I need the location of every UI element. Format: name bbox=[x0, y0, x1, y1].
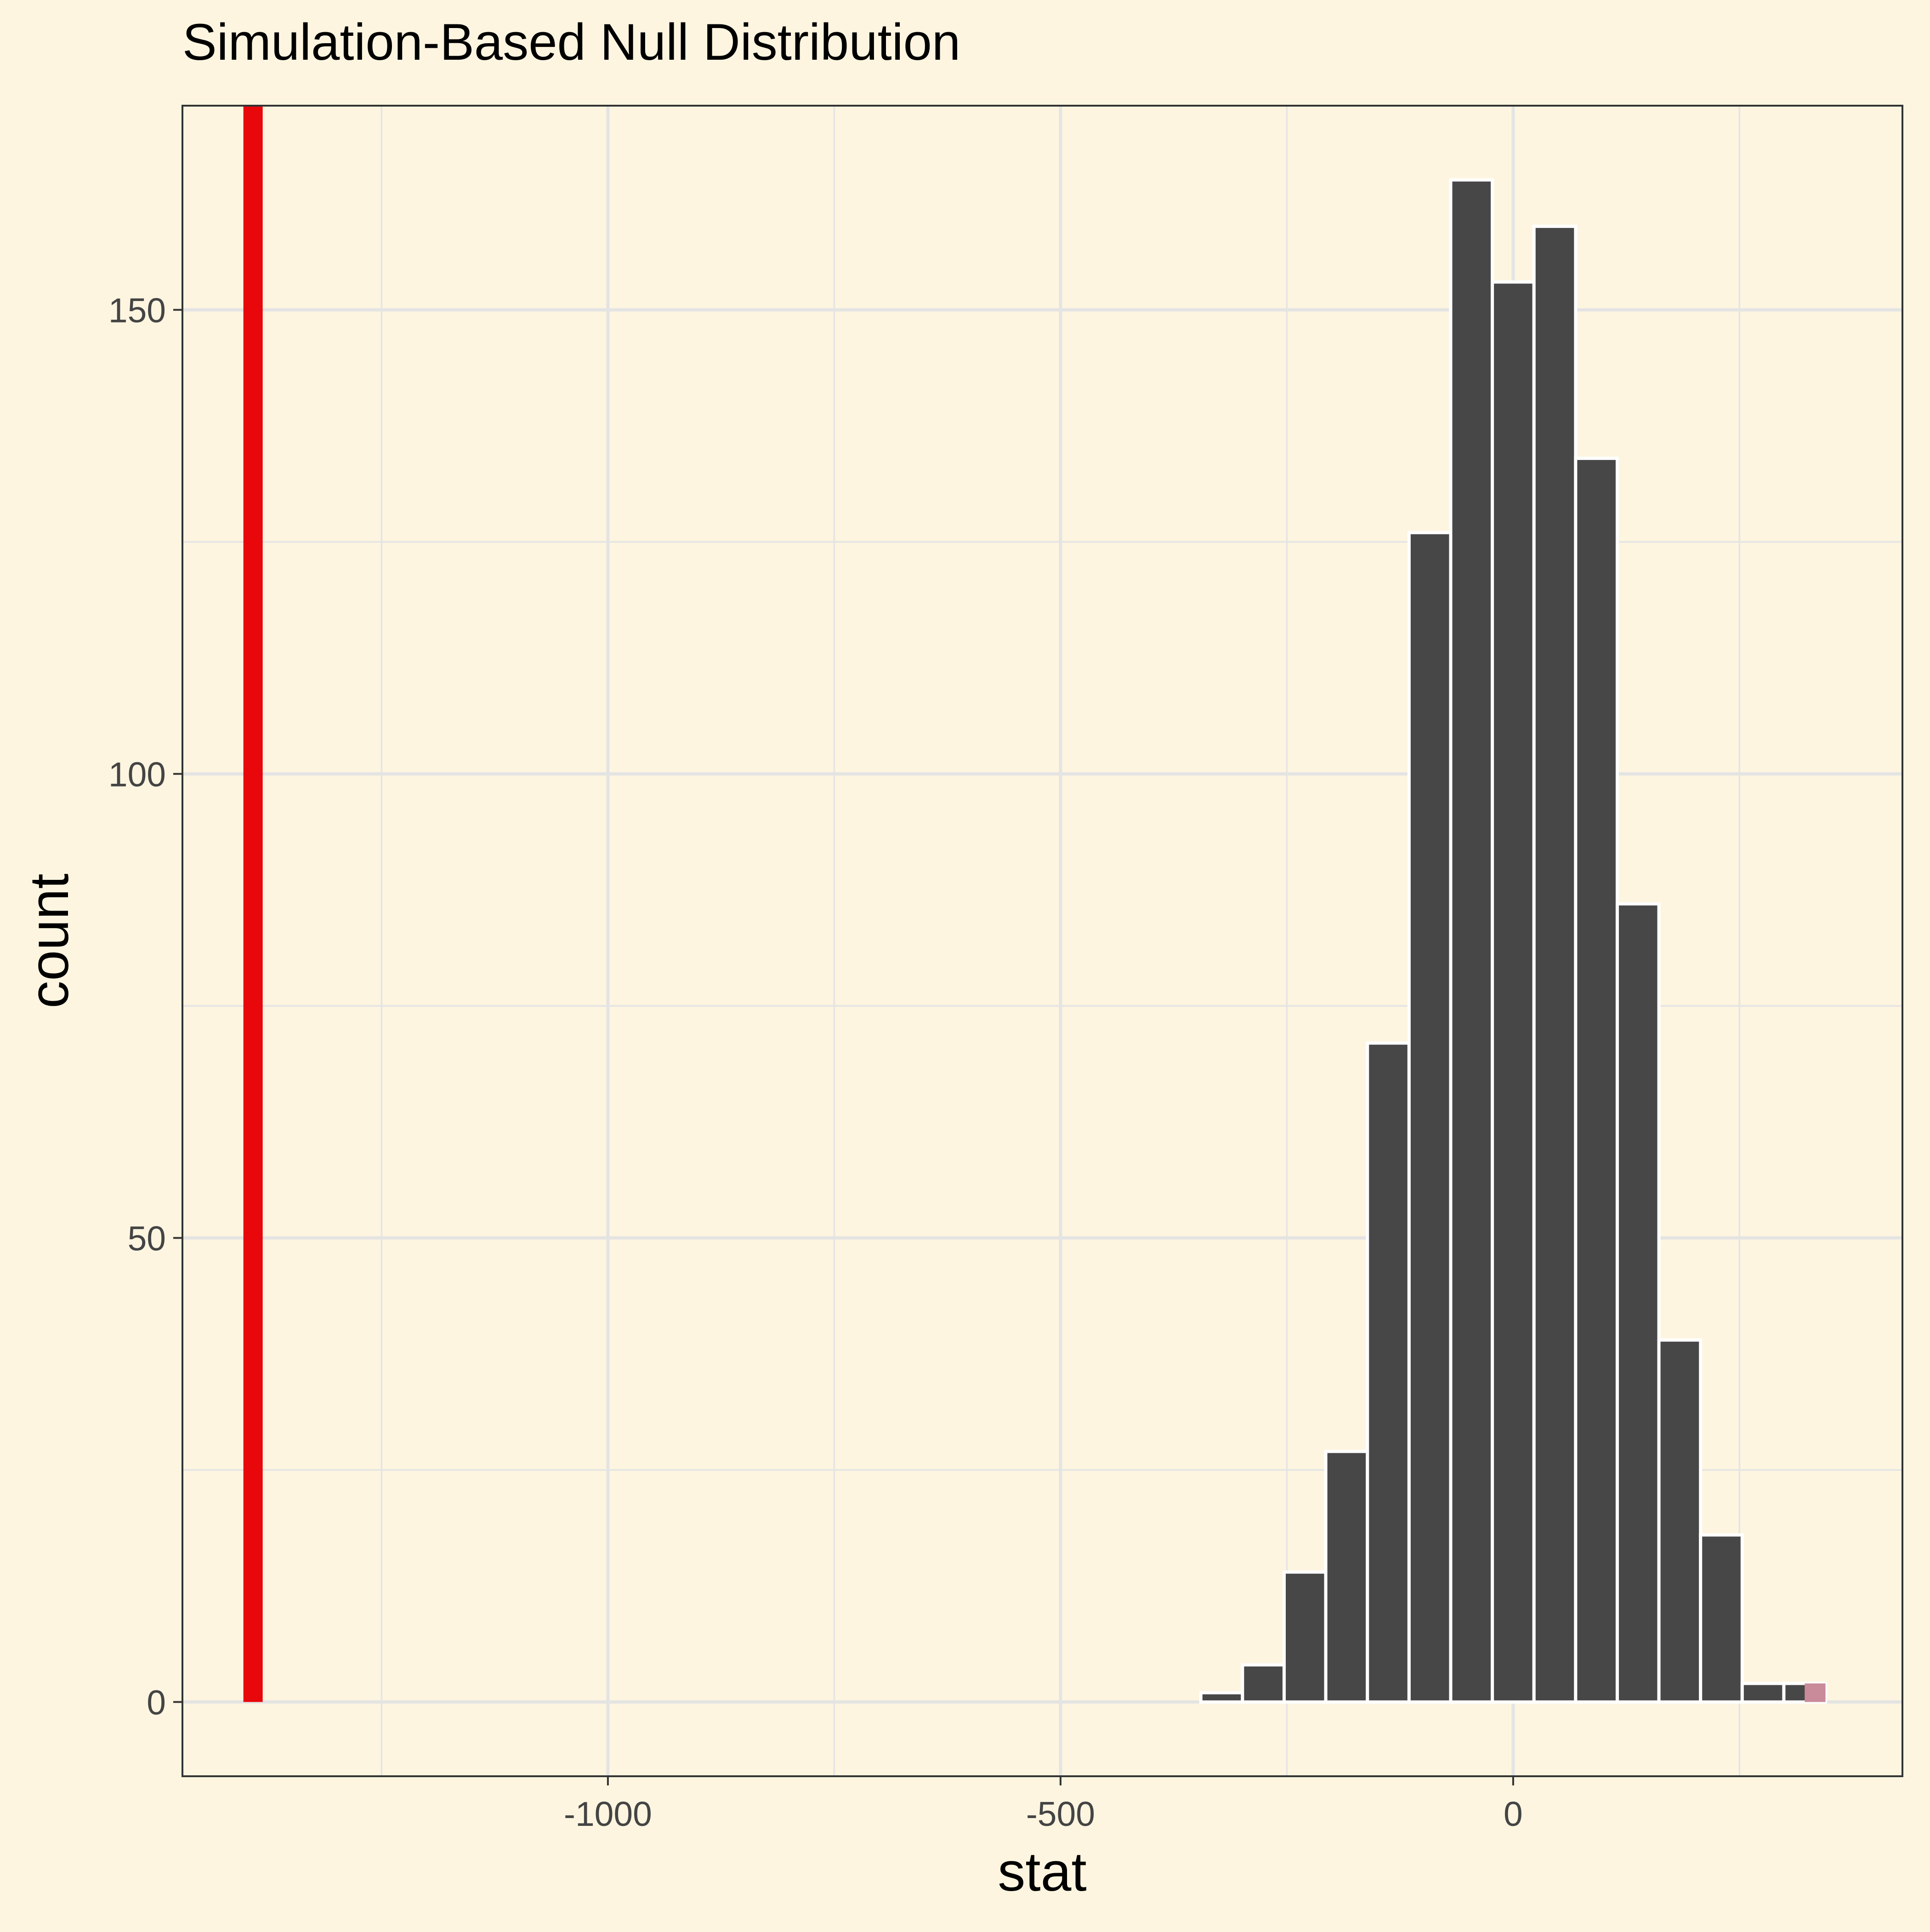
x-tick-label: -1000 bbox=[564, 1795, 652, 1833]
histogram-bar bbox=[1241, 1663, 1286, 1704]
histogram-bar bbox=[1449, 178, 1494, 1704]
histogram-bar bbox=[1282, 1570, 1328, 1704]
x-axis-label: stat bbox=[998, 1841, 1086, 1903]
y-tick-label: 100 bbox=[108, 755, 166, 793]
histogram-bar-rect bbox=[1740, 1682, 1786, 1704]
histogram-bar bbox=[1532, 225, 1578, 1704]
y-tick-label: 50 bbox=[128, 1219, 166, 1258]
histogram-bar-rect bbox=[1241, 1663, 1286, 1704]
histogram-bar bbox=[1615, 902, 1661, 1704]
histogram-bar-rect bbox=[1366, 1041, 1411, 1704]
histogram-bar bbox=[1657, 1338, 1703, 1704]
histogram-bar bbox=[1407, 531, 1453, 1704]
histogram-bar-rect bbox=[1282, 1570, 1328, 1704]
histogram-bar bbox=[1574, 457, 1619, 1704]
histogram-bar-rect bbox=[1491, 280, 1536, 1704]
panel-border bbox=[182, 105, 1903, 1777]
histogram-bar-rect bbox=[1699, 1533, 1744, 1704]
x-tick-label: -500 bbox=[1026, 1795, 1095, 1833]
histogram-bar bbox=[1366, 1041, 1411, 1704]
shaded-region bbox=[1805, 1683, 1826, 1702]
histogram-bar bbox=[1491, 280, 1536, 1704]
histogram-bar-rect bbox=[1324, 1450, 1369, 1704]
histogram-bar-rect bbox=[1199, 1691, 1244, 1704]
histogram-bar-rect bbox=[1449, 178, 1494, 1704]
y-axis: 0 50 100 150 bbox=[108, 291, 182, 1722]
y-tick-label: 0 bbox=[147, 1683, 166, 1722]
x-axis: -1000 -500 0 bbox=[564, 1776, 1523, 1833]
histogram-bars bbox=[1199, 178, 1828, 1704]
histogram-bar-rect bbox=[1574, 457, 1619, 1704]
y-axis-label: count bbox=[18, 873, 80, 1008]
histogram-bar-rect bbox=[1532, 225, 1578, 1704]
histogram-bar bbox=[1740, 1682, 1786, 1704]
x-tick-label: 0 bbox=[1504, 1795, 1523, 1833]
histogram-bar bbox=[1782, 1682, 1828, 1704]
y-tick-label: 150 bbox=[108, 291, 166, 329]
histogram-bar bbox=[1324, 1450, 1369, 1704]
histogram-bar-rect bbox=[1615, 902, 1661, 1704]
histogram-bar bbox=[1199, 1691, 1244, 1704]
histogram-bar bbox=[1699, 1533, 1744, 1704]
histogram-bar-rect bbox=[1657, 1338, 1703, 1704]
histogram-bar-rect bbox=[1407, 531, 1453, 1704]
chart-title: Simulation-Based Null Distribution bbox=[182, 13, 960, 71]
